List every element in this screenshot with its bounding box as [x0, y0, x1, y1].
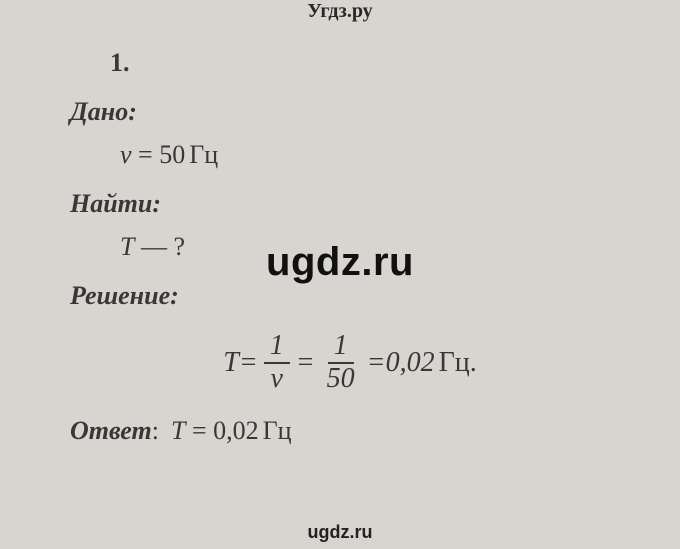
frac2-num: 1 [328, 331, 354, 364]
frac1-den: ν [265, 364, 289, 395]
answer-value: T = 0,02Гц [171, 411, 292, 450]
given-label-text: Дано [70, 97, 128, 126]
answer-eq: = [185, 416, 213, 445]
given-num: 50 [159, 140, 185, 169]
given-label: Дано: [70, 92, 630, 131]
eq-sign-2: = [296, 342, 315, 384]
given-value: ν = 50Гц [120, 135, 630, 174]
colon: : [152, 416, 159, 445]
answer-var: T [171, 416, 185, 445]
eq-unit: Гц. [439, 342, 477, 384]
fraction-2: 1 50 [321, 331, 361, 395]
solution-equation: T = 1 ν = 1 50 = 0,02 Гц. [70, 331, 630, 395]
answer-unit: Гц [263, 416, 292, 445]
colon: : [152, 189, 161, 218]
given-unit: Гц [189, 140, 218, 169]
find-tail: — ? [134, 232, 185, 261]
solution-label-text: Решение [70, 281, 170, 310]
eq-lhs: T [223, 342, 239, 384]
find-label: Найти: [70, 184, 630, 223]
bottom-watermark: ugdz.ru [308, 522, 373, 543]
answer-val: 0,02 [213, 416, 259, 445]
eq-sign-3: = [367, 342, 386, 384]
problem-number: 1. [110, 43, 630, 82]
colon: : [170, 281, 179, 310]
answer-label-wrap: Ответ: [70, 411, 159, 450]
fraction-1: 1 ν [264, 331, 290, 395]
given-eq: = [132, 140, 160, 169]
answer-row: Ответ: T = 0,02Гц [70, 411, 630, 450]
eq-sign-1: = [239, 342, 258, 384]
header-watermark: Угдз.ру [0, 0, 680, 23]
colon: : [128, 97, 137, 126]
find-var: T [120, 232, 134, 261]
find-label-text: Найти [70, 189, 152, 218]
center-watermark: ugdz.ru [266, 240, 414, 285]
frac1-num: 1 [264, 331, 290, 364]
given-var: ν [120, 140, 132, 169]
eq-result: 0,02 [386, 342, 435, 384]
answer-label: Ответ [70, 416, 152, 445]
frac2-den: 50 [321, 364, 361, 395]
